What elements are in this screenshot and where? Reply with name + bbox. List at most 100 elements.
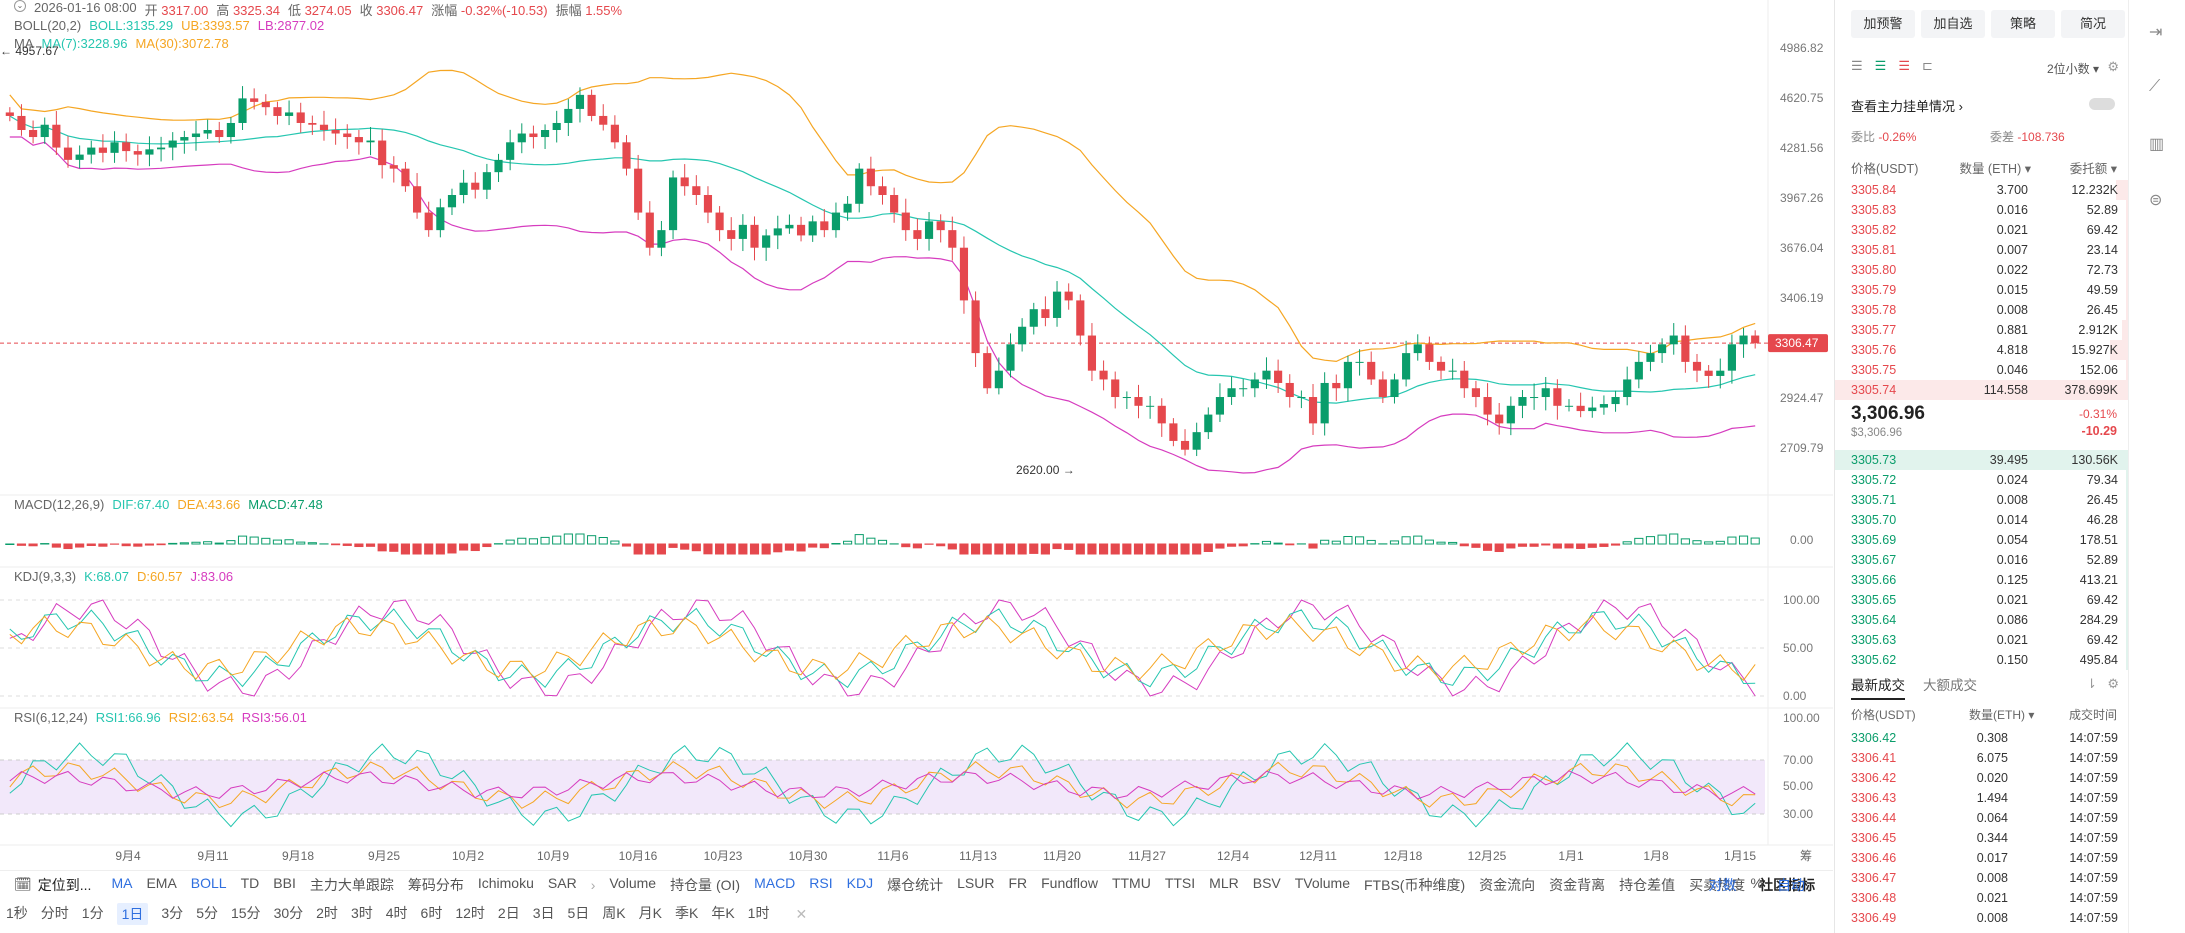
ask-row[interactable]: 3305.79 0.015 49.59: [1835, 280, 2128, 300]
ask-row[interactable]: 3305.82 0.021 69.42: [1835, 220, 2128, 240]
sub-indicator-4[interactable]: KDJ: [846, 874, 874, 891]
locate-button[interactable]: 定位到...: [37, 876, 92, 893]
asks-view-icon[interactable]: ☰: [1898, 58, 1910, 73]
bid-row[interactable]: 3305.72 0.024 79.34: [1835, 470, 2128, 490]
settings-icon[interactable]: ⚙: [2107, 59, 2119, 74]
indicator-7[interactable]: Ichimoku: [477, 874, 534, 891]
sub-indicator-7[interactable]: FR: [1008, 874, 1028, 891]
sub-indicator-6[interactable]: LSUR: [957, 874, 995, 891]
interval-18[interactable]: 季K: [674, 905, 699, 921]
interval-0[interactable]: 1秒: [6, 905, 28, 921]
sub-indicator-15[interactable]: 资金流向: [1479, 876, 1536, 893]
interval-1[interactable]: 分时: [40, 905, 69, 921]
ask-row[interactable]: 3305.78 0.008 26.45: [1835, 300, 2128, 320]
ask-row[interactable]: 3305.74 114.558 378.699K: [1835, 380, 2128, 400]
ask-row[interactable]: 3305.75 0.046 152.06: [1835, 360, 2128, 380]
indicator-1[interactable]: EMA: [146, 874, 177, 891]
sub-indicator-5[interactable]: 爆仓统计: [887, 876, 944, 893]
interval-20[interactable]: 1时: [747, 905, 770, 921]
chevron-right-icon[interactable]: ›: [590, 876, 596, 893]
filter-icon[interactable]: ⇂: [2086, 676, 2097, 691]
candles[interactable]: [5, 86, 1760, 457]
interval-6[interactable]: 15分: [230, 905, 261, 921]
sub-indicator-17[interactable]: 持仓差值: [1619, 876, 1676, 893]
bar-chart-icon[interactable]: ▥: [2149, 136, 2165, 153]
collapse-icon[interactable]: ⌄: [14, 0, 26, 12]
bid-row[interactable]: 3305.71 0.008 26.45: [1835, 490, 2128, 510]
sub-indicator-0[interactable]: Volume: [609, 874, 657, 891]
main-depth-link[interactable]: 查看主力挂单情况 ›: [1851, 99, 1963, 114]
ask-row[interactable]: 3305.83 0.016 52.89: [1835, 200, 2128, 220]
ask-row[interactable]: 3305.76 4.818 15.927K: [1835, 340, 2128, 360]
ob-head-total[interactable]: 委托额 ▾: [2069, 162, 2117, 176]
interval-2[interactable]: 1分: [81, 905, 104, 921]
interval-12[interactable]: 12时: [455, 905, 485, 921]
interval-15[interactable]: 5日: [567, 905, 590, 921]
sub-indicator-18[interactable]: 买卖热度: [1689, 876, 1746, 893]
sub-indicator-14[interactable]: FTBS(币种维度): [1364, 876, 1466, 893]
sub-indicator-2[interactable]: MACD: [754, 874, 796, 891]
indicator-2[interactable]: BOLL: [190, 874, 227, 891]
overview-button[interactable]: 简况: [2061, 10, 2125, 38]
bid-row[interactable]: 3305.73 39.495 130.56K: [1835, 450, 2128, 470]
interval-14[interactable]: 3日: [532, 905, 555, 921]
interval-17[interactable]: 月K: [638, 905, 662, 921]
sub-indicator-12[interactable]: BSV: [1252, 874, 1281, 891]
interval-11[interactable]: 6时: [420, 905, 443, 921]
export-icon[interactable]: ⇥: [2149, 24, 2163, 41]
interval-4[interactable]: 3分: [161, 905, 184, 921]
interval-9[interactable]: 3时: [350, 905, 373, 921]
indicator-8[interactable]: SAR: [547, 874, 577, 891]
bid-row[interactable]: 3305.62 0.150 495.84: [1835, 650, 2128, 670]
interval-3[interactable]: 1日: [116, 903, 149, 925]
ob-head-qty[interactable]: 数量 (ETH) ▾: [1959, 162, 2031, 176]
scale-option-2[interactable]: 自动: [1777, 876, 1805, 893]
depth-chart-icon[interactable]: ⊏: [1921, 58, 1933, 73]
sub-indicator-1[interactable]: 持仓量 (OI): [670, 876, 741, 893]
bid-row[interactable]: 3305.66 0.125 413.21: [1835, 570, 2128, 590]
strategy-button[interactable]: 策略: [1991, 10, 2055, 38]
bid-row[interactable]: 3305.63 0.021 69.42: [1835, 630, 2128, 650]
tab-latest-trades[interactable]: 最新成交: [1851, 674, 1905, 700]
add-watchlist-button[interactable]: 加自选: [1921, 10, 1985, 38]
interval-19[interactable]: 年K: [711, 905, 735, 921]
kdj-legend[interactable]: KDJ(9,3,3) K:68.07 D:60.57 J:83.06: [14, 569, 234, 584]
interval-10[interactable]: 4时: [385, 905, 408, 921]
sub-indicator-8[interactable]: Fundflow: [1041, 874, 1098, 891]
bids-view-icon[interactable]: ☰: [1874, 58, 1887, 73]
compare-icon[interactable]: ⊜: [2149, 192, 2163, 209]
sub-indicator-9[interactable]: TTMU: [1111, 874, 1151, 891]
bid-row[interactable]: 3305.64 0.086 284.29: [1835, 610, 2128, 630]
indicator-0[interactable]: MA: [111, 874, 133, 891]
scale-option-1[interactable]: %: [1750, 874, 1763, 891]
close-icon[interactable]: ✕: [795, 905, 808, 922]
interval-8[interactable]: 2时: [316, 905, 338, 921]
sub-indicator-3[interactable]: RSI: [809, 874, 833, 891]
interval-5[interactable]: 5分: [196, 905, 218, 921]
boll-legend[interactable]: BOLL(20,2) BOLL:3135.29 UB:3393.57 LB:28…: [14, 18, 325, 33]
precision-select[interactable]: 2位小数 ▾: [2046, 62, 2099, 76]
chart-area[interactable]: ⌄ 2026-01-16 08:00 开 3317.00 高 3325.34 低…: [0, 0, 1833, 933]
interval-16[interactable]: 周K: [602, 905, 626, 921]
main-depth-toggle[interactable]: [2089, 98, 2115, 110]
add-alert-button[interactable]: 加预警: [1851, 10, 1915, 38]
sub-indicator-13[interactable]: TVolume: [1294, 874, 1350, 891]
indicator-4[interactable]: BBI: [273, 874, 296, 891]
interval-13[interactable]: 2日: [497, 905, 520, 921]
tab-large-trades[interactable]: 大额成交: [1923, 678, 1977, 693]
rsi-legend[interactable]: RSI(6,12,24) RSI1:66.96 RSI2:63.54 RSI3:…: [14, 710, 307, 725]
indicator-5[interactable]: 主力大单跟踪: [309, 876, 394, 893]
bid-row[interactable]: 3305.70 0.014 46.28: [1835, 510, 2128, 530]
indicator-6[interactable]: 筹码分布: [407, 876, 464, 893]
ask-row[interactable]: 3305.77 0.881 2.912K: [1835, 320, 2128, 340]
ask-row[interactable]: 3305.81 0.007 23.14: [1835, 240, 2128, 260]
kline-chart[interactable]: 4986.82 4620.75 4281.56 3967.26 3676.04 3406.…: [0, 0, 1833, 868]
sub-indicator-16[interactable]: 资金背离: [1549, 876, 1606, 893]
bid-row[interactable]: 3305.69 0.054 178.51: [1835, 530, 2128, 550]
trades-head-qty[interactable]: 数量(ETH) ▾: [1969, 708, 2035, 722]
ma-legend[interactable]: MA MA(7):3228.96 MA(30):3072.78: [14, 36, 229, 51]
indicator-3[interactable]: TD: [240, 874, 260, 891]
interval-7[interactable]: 30分: [273, 905, 304, 921]
bid-row[interactable]: 3305.67 0.016 52.89: [1835, 550, 2128, 570]
sub-indicator-10[interactable]: TTSI: [1164, 874, 1196, 891]
